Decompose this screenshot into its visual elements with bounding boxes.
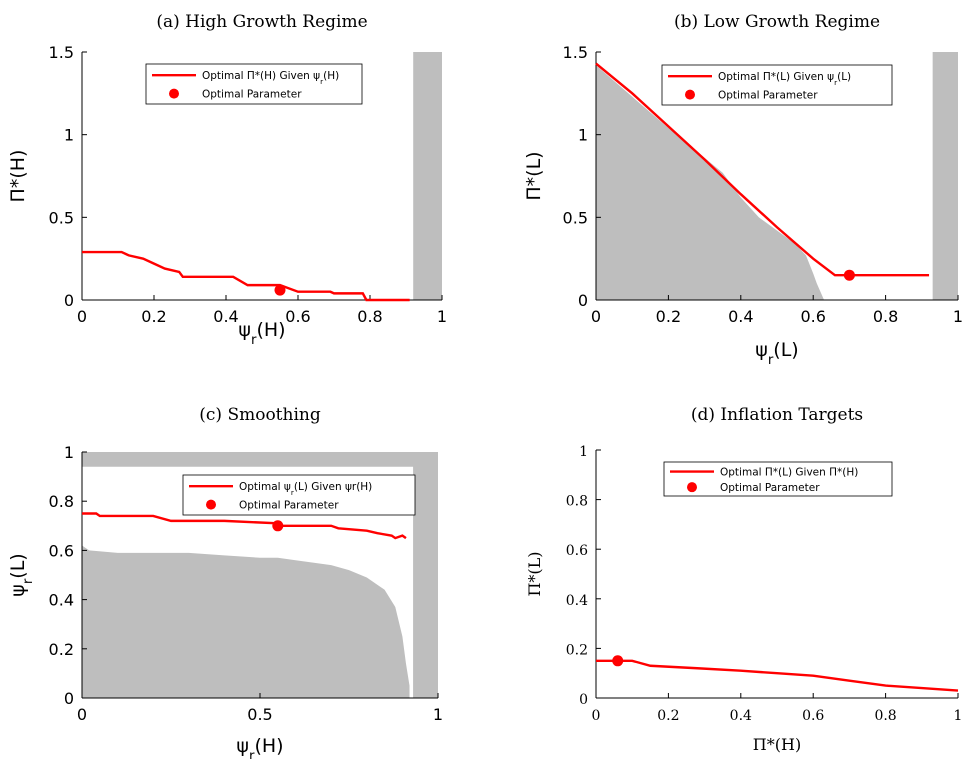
panel-c: (c) Smoothing 0 0.5 1 0 0.2 0.4 0.6 0.8 1 ψr(H) ψr(… [7,405,443,759]
x-tick-label: 0 [591,307,601,326]
y-tick-label: 1.5 [49,43,74,62]
x-axis-label: ψr(H) [238,319,285,348]
legend-label-marker: Optimal Parameter [718,90,818,102]
y-tick-label: 0.4 [566,593,588,609]
series-line [82,512,407,540]
y-tick-label: 1 [579,444,588,460]
y-axis-label: Π*(L) [525,551,544,596]
x-tick-label: 0.4 [730,708,752,724]
legend: Optimal Π*(H) Given ψr(H) Optimal Paramet… [145,63,363,105]
x-tick-label: 0.6 [802,708,824,724]
y-tick-label: 0.5 [49,208,74,227]
chart-title: (c) Smoothing [199,405,321,425]
series-line [596,659,959,692]
legend-marker-swatch [685,89,695,100]
x-tick-label: 0.2 [141,307,166,326]
optimal-parameter-marker [272,520,284,532]
x-tick-label: 0.6 [800,307,825,326]
x-tick-label: 0 [77,307,87,326]
series-line [82,250,410,302]
y-axis-label: Π*(L) [523,151,545,200]
x-tick-label: 1 [954,708,962,724]
shaded-region [413,452,438,698]
optimal-parameter-marker [274,284,286,296]
optimal-parameter-marker [843,269,855,281]
x-axis-label: ψr(L) [755,339,798,368]
legend-label-marker: Optimal Parameter [720,482,820,494]
panel-a: (a) High Growth Regime 0 0.2 0.4 0.6 0.8 1 0 0.5… [7,12,447,348]
x-tick-label: 1 [953,307,962,326]
y-axis-label: Π*(H) [7,150,29,203]
panel-b: (b) Low Growth Regime 0 0.2 0.4 0.6 0.8 1 0 0.5 1… [523,12,962,368]
series-line [595,62,930,277]
y-tick-label: 0.8 [49,492,74,511]
x-tick-label: 0.8 [874,708,896,724]
shaded-region [82,545,410,698]
legend-label-marker: Optimal Parameter [202,89,302,101]
y-tick-label: 0 [578,291,588,310]
chart-title: (d) Inflation Targets [691,405,863,425]
y-tick-label: 1 [578,126,588,145]
legend: Optimal Π*(L) Given ψr(L) Optimal Paramet… [661,64,893,106]
legend: Optimal Π*(L) Given Π*(H) Optimal Paramet… [663,461,893,497]
legend-marker-swatch [169,88,179,99]
x-tick-label: 1 [437,307,447,326]
legend-box [145,63,363,105]
shaded-region [596,65,825,300]
legend-box [663,461,893,497]
legend-marker-swatch [687,482,697,493]
y-tick-label: 0.6 [49,541,74,560]
legend-label-series: Optimal ψr(L) Given ψr(H) [239,481,372,497]
legend-box [182,474,416,516]
x-axis-label: ψr(H) [236,735,283,759]
legend-marker-swatch [206,499,216,510]
x-tick-label: 0.2 [656,307,681,326]
legend-label-series: Optimal Π*(L) Given ψr(L) [718,71,851,87]
x-tick-label: 0 [592,708,601,724]
y-tick-label: 1 [64,443,74,462]
shaded-region [82,452,438,467]
y-tick-label: 1.5 [563,43,588,62]
legend: Optimal ψr(L) Given ψr(H) Optimal Paramet… [182,474,416,516]
y-tick-label: 0.8 [566,494,588,510]
legend-box [661,64,893,106]
y-tick-label: 0.2 [49,640,74,659]
x-tick-label: 0.8 [357,307,382,326]
x-axis-label: Π*(H) [753,735,801,754]
chart-title: (a) High Growth Regime [156,12,367,32]
y-tick-label: 0.5 [563,208,588,227]
x-tick-label: 1 [433,705,443,724]
y-tick-label: 0.6 [566,543,588,559]
legend-label-series: Optimal Π*(L) Given Π*(H) [720,467,858,479]
y-tick-label: 0 [64,689,74,708]
y-tick-label: 1 [64,126,74,145]
y-tick-label: 0 [64,291,74,310]
legend-label-marker: Optimal Parameter [239,500,339,512]
x-tick-label: 0.6 [285,307,310,326]
y-tick-label: 0.2 [566,642,588,658]
x-tick-label: 0.8 [873,307,898,326]
y-tick-label: 0.4 [49,591,74,610]
x-tick-label: 0.4 [213,307,238,326]
x-tick-label: 0 [77,705,87,724]
y-tick-label: 0 [579,692,588,708]
x-tick-label: 0.5 [247,705,272,724]
optimal-parameter-marker [612,655,624,667]
panel-d: (d) Inflation Targets 0 0.2 0.4 0.6 0.8 1 0 0.2 0… [525,405,962,754]
chart-title: (b) Low Growth Regime [674,12,880,32]
shaded-region [932,52,958,300]
shaded-region [413,52,442,300]
y-axis-label: ψr(L) [7,553,36,596]
legend-label-series: Optimal Π*(H) Given ψr(H) [202,70,339,86]
x-tick-label: 0.2 [657,708,679,724]
x-tick-label: 0.4 [728,307,753,326]
